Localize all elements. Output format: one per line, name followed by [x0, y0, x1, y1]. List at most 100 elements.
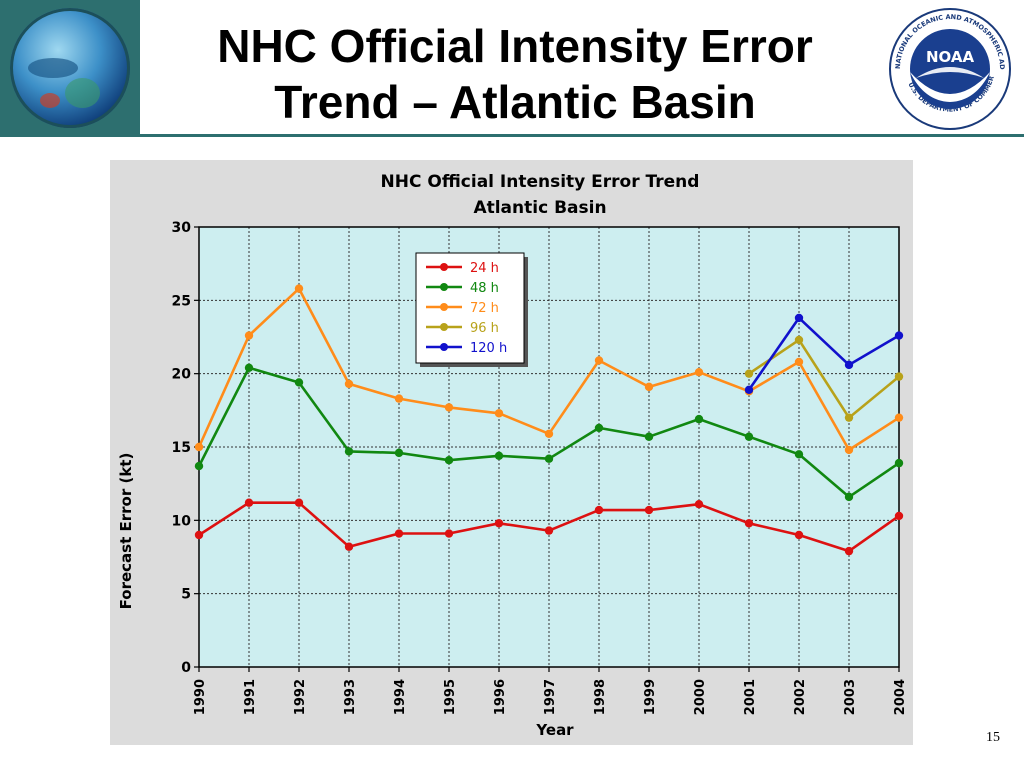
x-tick-label: 1997 — [543, 679, 558, 715]
series-line-120-h — [747, 316, 900, 391]
data-point-24-h — [644, 505, 654, 515]
x-tick-label: 2004 — [893, 679, 908, 715]
data-point-48-h — [694, 414, 704, 424]
slide-title-line2: Trend – Atlantic Basin — [274, 76, 756, 128]
data-point-48-h — [344, 447, 354, 456]
data-point-24-h — [444, 529, 454, 538]
x-tick-label: 1995 — [443, 679, 458, 715]
data-point-72-h — [794, 357, 804, 367]
y-tick-label: 10 — [172, 513, 192, 529]
data-point-120-h — [844, 360, 854, 370]
data-point-24-h — [494, 519, 504, 528]
data-point-48-h — [644, 432, 654, 441]
data-point-48-h — [744, 432, 754, 441]
data-point-96-h — [844, 413, 854, 422]
x-tick-label: 2000 — [693, 679, 708, 715]
data-point-72-h — [544, 429, 554, 438]
data-point-48-h — [494, 451, 504, 460]
y-tick-label: 20 — [172, 367, 192, 383]
y-axis-label: Forecast Error (kt) — [117, 453, 135, 610]
data-point-120-h — [744, 385, 754, 394]
header-divider — [0, 134, 1024, 137]
data-point-24-h — [544, 526, 554, 535]
x-tick-label: 2001 — [743, 679, 758, 715]
intensity-error-chart: NHC Official Intensity Error Trend Atlan… — [117, 172, 908, 739]
data-point-24-h — [894, 511, 904, 521]
x-tick-label: 1990 — [193, 679, 208, 715]
data-point-48-h — [544, 454, 554, 463]
ocean-emblem-icon — [10, 8, 130, 128]
y-tick-label: 5 — [181, 587, 191, 603]
x-tick-label: 1994 — [393, 679, 408, 715]
x-tick-label: 1992 — [293, 679, 308, 715]
page-number: 15 — [986, 730, 1000, 745]
chart-title-line1: NHC Official Intensity Error Trend — [381, 172, 700, 192]
data-point-120-h — [894, 331, 904, 340]
data-point-48-h — [444, 456, 454, 465]
data-point-72-h — [344, 379, 354, 389]
legend-label-72-h: 72 h — [470, 301, 499, 316]
data-point-48-h — [244, 363, 254, 372]
y-tick-label: 25 — [172, 293, 191, 309]
data-point-96-h — [794, 335, 804, 345]
legend-marker-72-h — [440, 303, 448, 311]
data-point-24-h — [694, 500, 704, 509]
y-tick-label: 15 — [172, 440, 191, 456]
data-point-24-h — [344, 542, 354, 551]
data-point-72-h — [594, 356, 604, 365]
data-point-48-h — [844, 492, 854, 502]
slide-title: NHC Official Intensity Error Trend – Atl… — [150, 18, 880, 130]
data-point-72-h — [244, 331, 254, 340]
data-point-48-h — [894, 458, 904, 468]
noaa-logo-text: NOAA — [926, 48, 975, 66]
y-tick-label: 0 — [181, 660, 191, 676]
data-point-120-h — [794, 313, 804, 323]
y-tick-label: 30 — [172, 220, 192, 236]
x-tick-label: 2003 — [843, 679, 858, 715]
data-point-24-h — [394, 529, 404, 538]
data-point-72-h — [694, 368, 704, 377]
x-tick-label: 1999 — [643, 679, 658, 715]
series-line-96-h — [748, 338, 900, 419]
data-point-24-h — [594, 505, 604, 515]
legend-label-96-h: 96 h — [470, 321, 499, 336]
x-tick-label: 2002 — [793, 679, 808, 715]
slide-header: NHC Official Intensity Error Trend – Atl… — [0, 0, 1024, 138]
data-point-96-h — [744, 369, 754, 378]
data-point-72-h — [294, 284, 304, 293]
data-point-48-h — [594, 423, 604, 433]
data-point-96-h — [894, 372, 904, 381]
legend-label-24-h: 24 h — [470, 261, 499, 276]
data-point-72-h — [444, 403, 454, 412]
slide-title-line1: NHC Official Intensity Error — [217, 20, 813, 72]
x-tick-label: 1993 — [343, 679, 358, 715]
data-point-72-h — [644, 382, 654, 392]
data-point-72-h — [894, 413, 904, 422]
chart-panel: NHC Official Intensity Error Trend Atlan… — [110, 160, 913, 745]
plot-area: 0 5 10 15 20 25 30 1990 1991 1992 1993 1994 1995 1996… — [172, 220, 908, 715]
data-point-72-h — [394, 394, 404, 403]
x-tick-label: 1991 — [243, 679, 258, 715]
legend-marker-120-h — [440, 343, 448, 351]
legend-marker-48-h — [440, 283, 448, 291]
legend-marker-96-h — [440, 323, 448, 331]
data-point-72-h — [194, 442, 204, 452]
x-tick-label: 1998 — [593, 679, 608, 715]
data-point-24-h — [244, 498, 254, 507]
data-point-48-h — [794, 450, 804, 459]
legend-label-48-h: 48 h — [470, 281, 499, 296]
data-point-24-h — [794, 530, 804, 540]
data-point-72-h — [844, 445, 854, 455]
data-point-72-h — [494, 409, 504, 418]
data-point-24-h — [294, 498, 304, 507]
data-point-48-h — [394, 448, 404, 458]
data-point-24-h — [844, 546, 854, 556]
data-point-48-h — [294, 378, 304, 387]
x-tick-label: 1996 — [493, 679, 508, 715]
noaa-logo-icon: NATIONAL OCEANIC AND ATMOSPHERIC ADMINIS… — [886, 6, 1011, 130]
x-axis-label: Year — [535, 721, 574, 739]
legend-label-120-h: 120 h — [470, 341, 507, 356]
data-point-48-h — [194, 461, 204, 471]
legend-marker-24-h — [440, 263, 448, 271]
data-point-24-h — [194, 530, 204, 540]
